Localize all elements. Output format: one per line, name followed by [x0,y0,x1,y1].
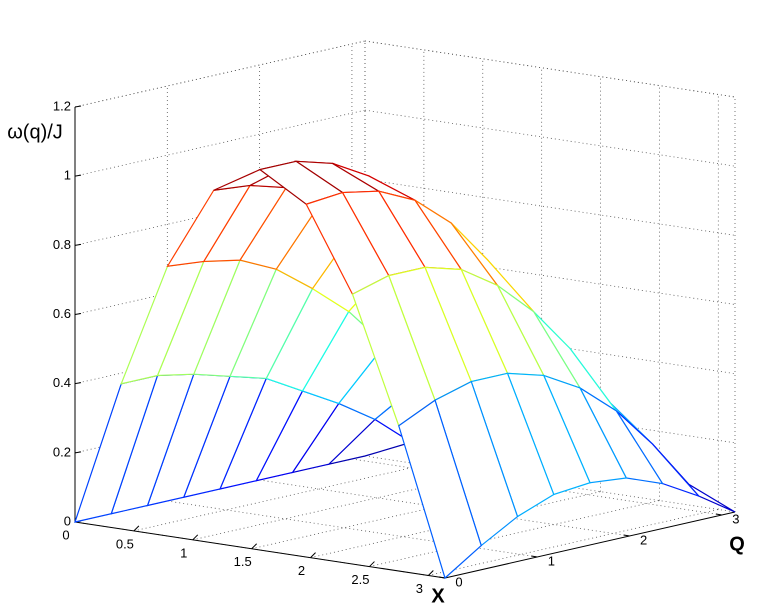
grid-line [369,500,660,567]
y-tick [623,534,630,537]
z-tick [74,313,82,315]
x-tick-label: 1 [180,545,187,560]
x-tick-label: 2 [298,563,305,578]
z-tick [74,105,82,108]
x-tick-label: 0.5 [116,536,134,551]
grid-line [74,109,366,177]
y-axis-label: Q [729,533,745,555]
x-tick [133,525,140,532]
z-tick-label: 0.2 [53,444,71,459]
y-tick [531,555,538,558]
z-tick-label: 1.2 [53,98,71,113]
grid-line [192,473,483,541]
x-axis [74,521,446,579]
surface-cell [398,399,482,580]
y-tick [715,513,723,516]
grid-line [364,109,736,167]
z-tick [74,451,82,454]
grid-line [74,40,366,108]
grid-line [428,509,719,576]
y-tick [438,576,446,579]
z-tick-label: 1 [64,168,71,183]
x-tick-label: 1.5 [234,554,252,569]
y-tick-label: 2 [640,532,647,547]
x-tick-label: 3 [416,581,423,596]
z-tick-label: 0.4 [53,375,71,390]
x-tick-label: 2.5 [351,572,369,587]
x-tick [427,570,434,576]
z-tick [74,243,82,246]
z-tick [74,382,82,385]
x-tick-label: 0 [62,527,69,542]
x-tick [251,543,258,550]
x-tick [192,534,199,541]
y-tick-label: 1 [548,553,555,568]
grid-line [133,464,424,532]
grid-line [364,40,736,98]
z-tick [74,174,82,177]
z-tick-label: 0.6 [53,306,71,321]
y-tick-label: 3 [732,511,739,526]
z-axis-label: ω(q)/J [7,121,63,143]
y-tick-label: 0 [455,574,462,589]
y-axis [444,511,736,579]
grid-line [251,482,542,550]
x-axis-label: X [431,585,445,607]
z-tick-label: 0 [64,513,71,528]
z-tick-label: 0.8 [53,237,71,252]
x-tick [310,552,316,559]
x-tick [369,561,375,567]
